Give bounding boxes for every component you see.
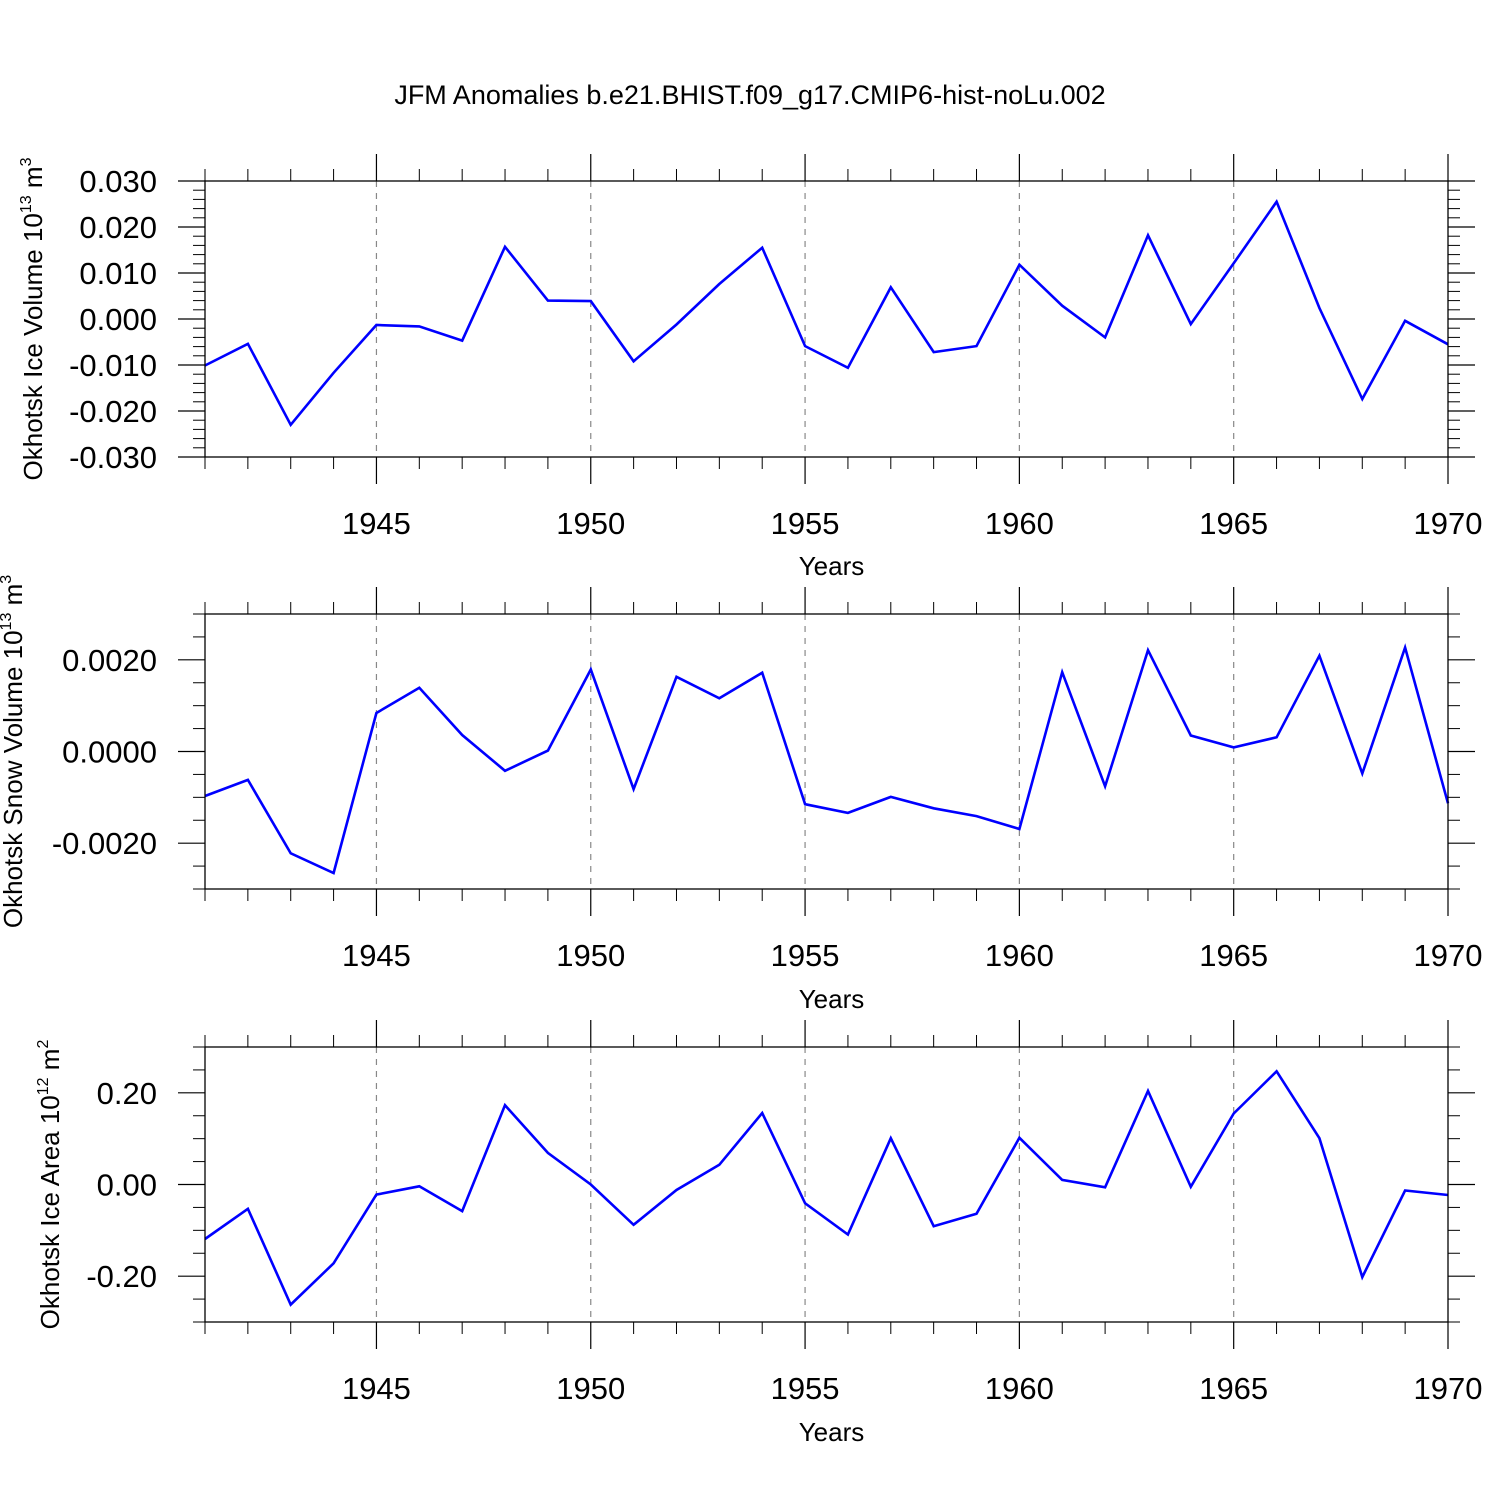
y-tick-label: -0.020 (69, 394, 157, 429)
x-axis-title: Years (799, 551, 865, 581)
x-tick-label: 1970 (1414, 506, 1483, 541)
x-tick-label: 1960 (985, 938, 1054, 973)
y-axis-title-main: Okhotsk Ice Area 10 (35, 1095, 65, 1329)
y-tick-label: 0.000 (79, 302, 157, 337)
y-axis-title: Okhotsk Ice Volume 1013 m3 (18, 157, 48, 480)
x-tick-label: 1945 (342, 1371, 411, 1406)
x-tick-label: 1945 (342, 938, 411, 973)
y-tick-label: 0.0000 (62, 735, 157, 770)
x-tick-label: 1950 (556, 506, 625, 541)
y-tick-label: -0.20 (86, 1259, 157, 1294)
y-axis-title: Okhotsk Snow Volume 1013 m3 (0, 575, 28, 928)
y-axis-title-main: Okhotsk Snow Volume 10 (0, 630, 28, 928)
y-tick-label: 0.20 (97, 1076, 157, 1111)
y-axis-title-unit-exponent: 2 (35, 1040, 52, 1049)
x-tick-label: 1970 (1414, 938, 1483, 973)
y-axis-title-exponent: 12 (35, 1077, 52, 1095)
y-axis-title-exponent: 13 (0, 613, 15, 631)
chart-title: JFM Anomalies b.e21.BHIST.f09_g17.CMIP6-… (394, 80, 1105, 110)
x-axis-title: Years (799, 1417, 865, 1447)
panels: -0.030 -0.020 -0.010 0.000 0.010 0.020 0.030 19… (0, 154, 1482, 1447)
plot-frame (204, 1046, 1449, 1323)
x-tick-label: 1960 (985, 506, 1054, 541)
y-axis-title-unit: m (35, 1049, 65, 1078)
x-tick-label: 1955 (771, 938, 840, 973)
series-line (204, 643, 1450, 875)
y-tick-label: -0.010 (69, 348, 157, 383)
x-tick-label: 1950 (556, 1371, 625, 1406)
x-tick-label: 1965 (1199, 1371, 1268, 1406)
plot-frame (204, 613, 1449, 890)
y-tick-label: 0.00 (97, 1168, 157, 1203)
x-tick-label: 1965 (1199, 938, 1268, 973)
x-tick-label: 1955 (771, 506, 840, 541)
y-axis-title-unit: m (18, 166, 48, 195)
y-tick-label: 0.020 (79, 210, 157, 245)
y-axis-title-exponent: 13 (18, 195, 35, 213)
y-axis-title-unit-exponent: 3 (0, 575, 15, 584)
x-axis-title: Years (799, 984, 865, 1014)
y-axis-title-unit-exponent: 3 (18, 157, 35, 166)
x-tick-label: 1960 (985, 1371, 1054, 1406)
panel-2: -0.0020 0.0000 0.0020 1945 1950 1955 1960 1965 1… (0, 575, 1482, 1014)
x-tick-label: 1955 (771, 1371, 840, 1406)
y-axis-title: Okhotsk Ice Area 1012 m2 (35, 1040, 65, 1330)
y-axis-title-main: Okhotsk Ice Volume 10 (18, 213, 48, 480)
y-tick-label: 0.010 (79, 256, 157, 291)
panel-3: -0.20 0.00 0.20 1945 1950 1955 1960 1965 1970 Yea… (35, 1020, 1482, 1447)
y-tick-label: 0.0020 (62, 643, 157, 678)
panel-1: -0.030 -0.020 -0.010 0.000 0.010 0.020 0.030 19… (18, 154, 1482, 581)
y-tick-label: 0.030 (79, 164, 157, 199)
y-tick-label: -0.0020 (52, 826, 157, 861)
x-tick-label: 1945 (342, 506, 411, 541)
x-tick-label: 1970 (1414, 1371, 1483, 1406)
x-tick-label: 1950 (556, 938, 625, 973)
y-axis-title-unit: m (0, 584, 28, 613)
y-tick-label: -0.030 (69, 440, 157, 475)
series-line (204, 1069, 1449, 1307)
series-line (204, 198, 1449, 428)
plot-frame (204, 180, 1449, 458)
x-tick-label: 1965 (1199, 506, 1268, 541)
